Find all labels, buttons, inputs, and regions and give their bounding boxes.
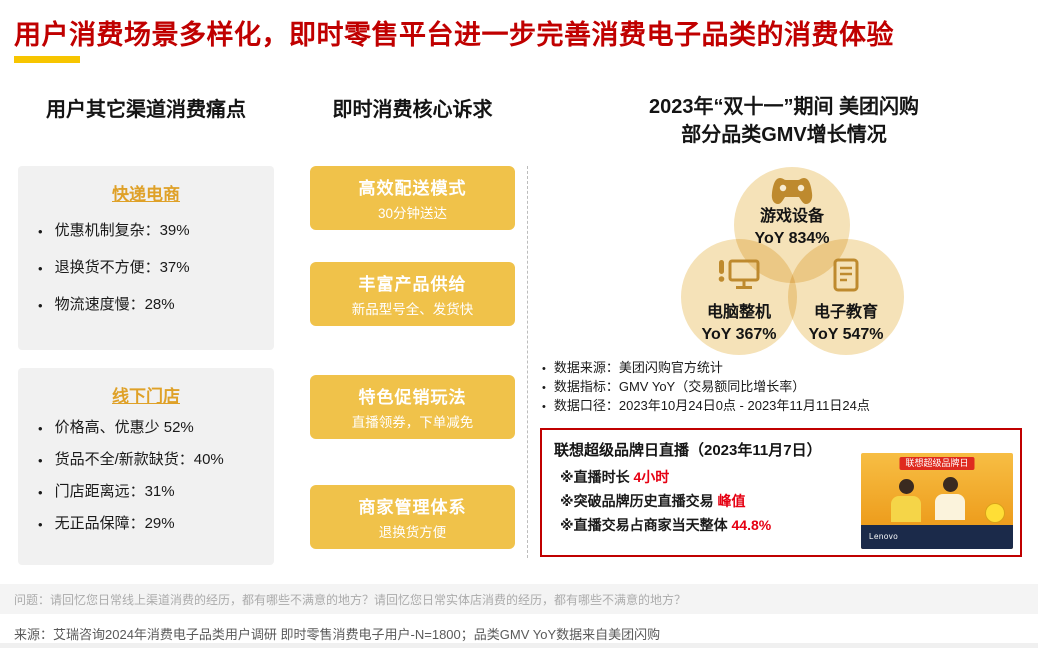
data-note: 数据指标：GMV YoY（交易额同比增长率） bbox=[542, 379, 805, 396]
pain-item: 价格高、优惠少 52% bbox=[36, 417, 266, 439]
dashed-divider bbox=[527, 166, 528, 558]
demand-card-promotion: 特色促销玩法 直播领券，下单减免 bbox=[310, 375, 515, 439]
pain-item: 物流速度慢：28% bbox=[36, 294, 266, 316]
note-text: 数据口径：2023年10月24日0点 - 2023年11月11日24点 bbox=[553, 398, 870, 413]
pain-item: 退换货不方便：37% bbox=[36, 257, 266, 279]
host-head bbox=[942, 477, 958, 492]
venn-label-games: 游戏设备 YoY 834% bbox=[737, 206, 847, 250]
card-title: 商家管理体系 bbox=[358, 498, 467, 517]
pain-item-text: 价格高、优惠少 52% bbox=[54, 419, 194, 436]
pain-item-text: 物流速度慢：28% bbox=[54, 296, 175, 313]
card-desc: 30分钟送达 bbox=[377, 206, 448, 221]
stat-prefix: ※直播时长 bbox=[560, 469, 634, 485]
middle-column-heading: 即时消费核心诉求 bbox=[332, 99, 493, 121]
livestream-stat: ※直播交易占商家当天整体 44.8% bbox=[560, 515, 771, 535]
category-name: 游戏设备 bbox=[759, 208, 824, 225]
bottom-strip bbox=[0, 643, 1038, 648]
pain-item: 门店距离远：31% bbox=[36, 481, 266, 503]
data-note: 数据口径：2023年10月24日0点 - 2023年11月11日24点 bbox=[542, 398, 870, 415]
venn-label-pc: 电脑整机 YoY 367% bbox=[684, 302, 794, 346]
monitor-alert-icon bbox=[716, 258, 762, 297]
pain-item: 优惠机制复杂：39% bbox=[36, 220, 266, 242]
note-text: 数据来源：美团闪购官方统计 bbox=[553, 360, 723, 375]
venn-label-education: 电子教育 YoY 547% bbox=[791, 302, 901, 346]
livestream-stat: ※突破品牌历史直播交易 峰值 bbox=[560, 491, 746, 511]
source-note: 来源：艾瑞咨询2024年消费电子品类用户调研 即时零售消费电子用户-N=1800… bbox=[14, 627, 661, 642]
mascot-figure bbox=[985, 503, 1005, 523]
group-title: 快递电商 bbox=[112, 185, 180, 204]
tablet-icon bbox=[831, 258, 861, 297]
demand-card-merchant: 商家管理体系 退换货方便 bbox=[310, 485, 515, 549]
host-figure bbox=[935, 477, 965, 520]
category-yoy: YoY 367% bbox=[701, 326, 777, 343]
host-head bbox=[898, 479, 914, 494]
livestream-stat: ※直播时长 4小时 bbox=[560, 467, 669, 487]
stat-highlight: 4小时 bbox=[633, 469, 670, 485]
host-figure bbox=[891, 479, 921, 522]
stat-prefix: ※直播交易占商家当天整体 bbox=[560, 517, 732, 533]
card-desc: 退换货方便 bbox=[378, 525, 447, 540]
demand-card-delivery: 高效配送模式 30分钟送达 bbox=[310, 166, 515, 230]
card-title: 特色促销玩法 bbox=[358, 388, 467, 407]
title-accent-bar bbox=[14, 56, 80, 63]
gamepad-icon bbox=[771, 177, 813, 210]
pain-item: 无正品保障：29% bbox=[36, 513, 266, 535]
livestream-banner: 联想超级品牌日 bbox=[899, 457, 975, 470]
pain-item-text: 优惠机制复杂：39% bbox=[54, 222, 190, 239]
venn-circle-education bbox=[788, 239, 904, 355]
pain-item-text: 退换货不方便：37% bbox=[54, 259, 190, 276]
host-body bbox=[891, 496, 921, 522]
card-desc: 新品型号全、发货快 bbox=[351, 302, 474, 317]
livestream-highlight-box: 联想超级品牌日直播（2023年11月7日） ※直播时长 4小时 ※突破品牌历史直… bbox=[540, 428, 1022, 557]
note-text: 数据指标：GMV YoY（交易额同比增长率） bbox=[553, 379, 806, 394]
pain-group-offline-store: 线下门店 价格高、优惠少 52% 货品不全/新款缺货：40% 门店距离远：31%… bbox=[18, 368, 274, 565]
livestream-thumbnail: 联想超级品牌日 Lenovo bbox=[861, 453, 1013, 549]
venn-circle-pc bbox=[681, 239, 797, 355]
pain-item-text: 货品不全/新款缺货：40% bbox=[54, 451, 224, 468]
host-body bbox=[935, 494, 965, 520]
group-title: 线下门店 bbox=[112, 387, 180, 406]
right-heading-line1: 2023年“双十一”期间 美团闪购 bbox=[648, 96, 920, 118]
page-title: 用户消费场景多样化，即时零售平台进一步完善消费电子品类的消费体验 bbox=[14, 20, 894, 50]
card-title: 高效配送模式 bbox=[358, 179, 467, 198]
right-heading-line2: 部分品类GMV增长情况 bbox=[681, 124, 887, 146]
livestream-title: 联想超级品牌日直播（2023年11月7日） bbox=[554, 442, 822, 459]
category-yoy: YoY 547% bbox=[808, 326, 884, 343]
pain-group-express-ecommerce: 快递电商 优惠机制复杂：39% 退换货不方便：37% 物流速度慢：28% bbox=[18, 166, 274, 350]
left-column-heading: 用户其它渠道消费痛点 bbox=[46, 99, 246, 121]
category-name: 电子教育 bbox=[813, 304, 878, 321]
stat-highlight: 44.8% bbox=[731, 517, 772, 533]
survey-question-bar: 问题：请回忆您日常线上渠道消费的经历，都有哪些不满意的地方？请回忆您日常实体店消… bbox=[0, 584, 1038, 614]
data-note: 数据来源：美团闪购官方统计 bbox=[542, 360, 723, 377]
desk-brand-label: Lenovo bbox=[861, 525, 1013, 549]
card-title: 丰富产品供给 bbox=[358, 275, 467, 294]
category-name: 电脑整机 bbox=[706, 304, 771, 321]
stat-prefix: ※突破品牌历史直播交易 bbox=[560, 493, 718, 509]
stat-highlight: 峰值 bbox=[717, 493, 746, 509]
pain-item-text: 门店距离远：31% bbox=[54, 483, 175, 500]
demand-card-supply: 丰富产品供给 新品型号全、发货快 bbox=[310, 262, 515, 326]
pain-item-text: 无正品保障：29% bbox=[54, 515, 175, 532]
card-desc: 直播领券，下单减免 bbox=[351, 415, 474, 430]
right-column-heading: 2023年“双十一”期间 美团闪购 部分品类GMV增长情况 bbox=[545, 93, 1023, 149]
category-yoy: YoY 834% bbox=[754, 230, 830, 247]
pain-item: 货品不全/新款缺货：40% bbox=[36, 449, 266, 471]
survey-question-text: 问题：请回忆您日常线上渠道消费的经历，都有哪些不满意的地方？请回忆您日常实体店消… bbox=[14, 592, 687, 607]
